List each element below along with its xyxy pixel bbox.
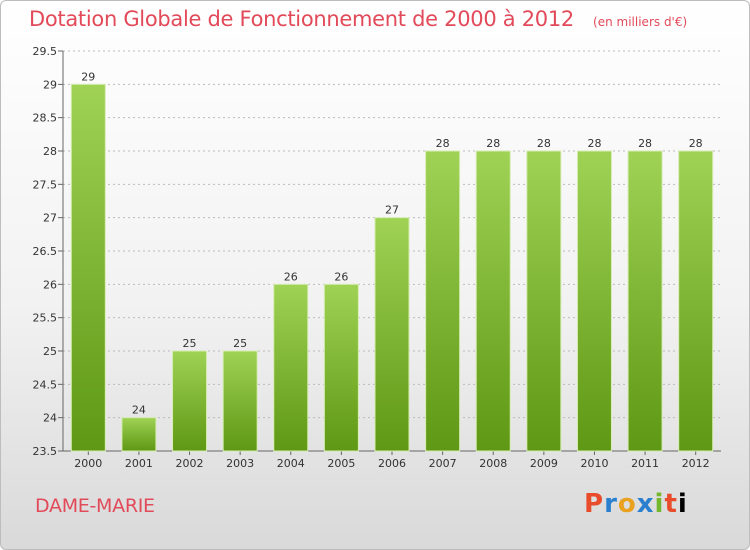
chart-title: Dotation Globale de Fonctionnement de 20…	[29, 7, 574, 31]
bar-2009	[526, 150, 562, 452]
bar-2000	[70, 83, 106, 452]
bar-2004	[273, 283, 309, 452]
bar-2001	[121, 417, 157, 452]
bars	[70, 83, 714, 452]
data-label-2000: 29	[81, 70, 95, 83]
y-tick-label: 27	[43, 212, 57, 225]
data-label-2009: 28	[537, 137, 551, 150]
chart-subtitle: (en milliers d'€)	[593, 15, 688, 29]
bar-2007	[425, 150, 461, 452]
data-label-2002: 25	[183, 337, 197, 350]
y-tick-label: 28.5	[33, 112, 58, 125]
bar-2002	[172, 350, 208, 452]
y-tick-label: 29	[43, 78, 57, 91]
x-tick-label-2006: 2006	[378, 457, 406, 470]
x-tick-label-2004: 2004	[277, 457, 305, 470]
y-tick-label: 27.5	[33, 178, 58, 191]
data-label-2001: 24	[132, 404, 146, 417]
x-tick-label-2009: 2009	[530, 457, 558, 470]
x-tick-label-2005: 2005	[327, 457, 355, 470]
data-label-2006: 27	[385, 204, 399, 217]
bar-2008	[475, 150, 511, 452]
y-tick-label: 23.5	[33, 445, 58, 458]
data-label-2012: 28	[689, 137, 703, 150]
x-tick-label-2012: 2012	[682, 457, 710, 470]
title-row: Dotation Globale de Fonctionnement de 20…	[29, 7, 687, 31]
data-label-2007: 28	[436, 137, 450, 150]
data-label-2003: 25	[233, 337, 247, 350]
x-tick-label-2011: 2011	[631, 457, 659, 470]
x-tick-label-2007: 2007	[429, 457, 457, 470]
x-tick-label-2000: 2000	[74, 457, 102, 470]
x-tick-label-2003: 2003	[226, 457, 254, 470]
data-labels: 29 24 25 25 26 26 27 28 28 28 28 28 28	[81, 70, 702, 416]
y-tick-label: 25.5	[33, 312, 58, 325]
bar-2010	[576, 150, 612, 452]
y-tick-label: 26	[43, 278, 57, 291]
bar-2006	[374, 217, 410, 452]
bar-2003	[222, 350, 258, 452]
data-label-2004: 26	[284, 270, 298, 283]
data-label-2010: 28	[587, 137, 601, 150]
x-tick-label-2002: 2002	[176, 457, 204, 470]
y-tick-label: 24.5	[33, 378, 58, 391]
bar-2011	[627, 150, 663, 452]
proxiti-logo: Proxiti	[584, 489, 688, 519]
y-tick-label: 24	[43, 412, 57, 425]
bar-2005	[323, 283, 359, 452]
y-tick-label: 25	[43, 345, 57, 358]
y-tick-label: 26.5	[33, 245, 58, 258]
x-tick-label-2010: 2010	[580, 457, 608, 470]
x-tick-label-2008: 2008	[479, 457, 507, 470]
y-tick-label: 28	[43, 145, 57, 158]
bar-2012	[678, 150, 714, 452]
x-tick-label-2001: 2001	[125, 457, 153, 470]
data-label-2011: 28	[638, 137, 652, 150]
place-name: DAME-MARIE	[35, 495, 155, 517]
y-tick-label: 29.5	[33, 45, 58, 58]
data-label-2005: 26	[334, 270, 348, 283]
data-label-2008: 28	[486, 137, 500, 150]
